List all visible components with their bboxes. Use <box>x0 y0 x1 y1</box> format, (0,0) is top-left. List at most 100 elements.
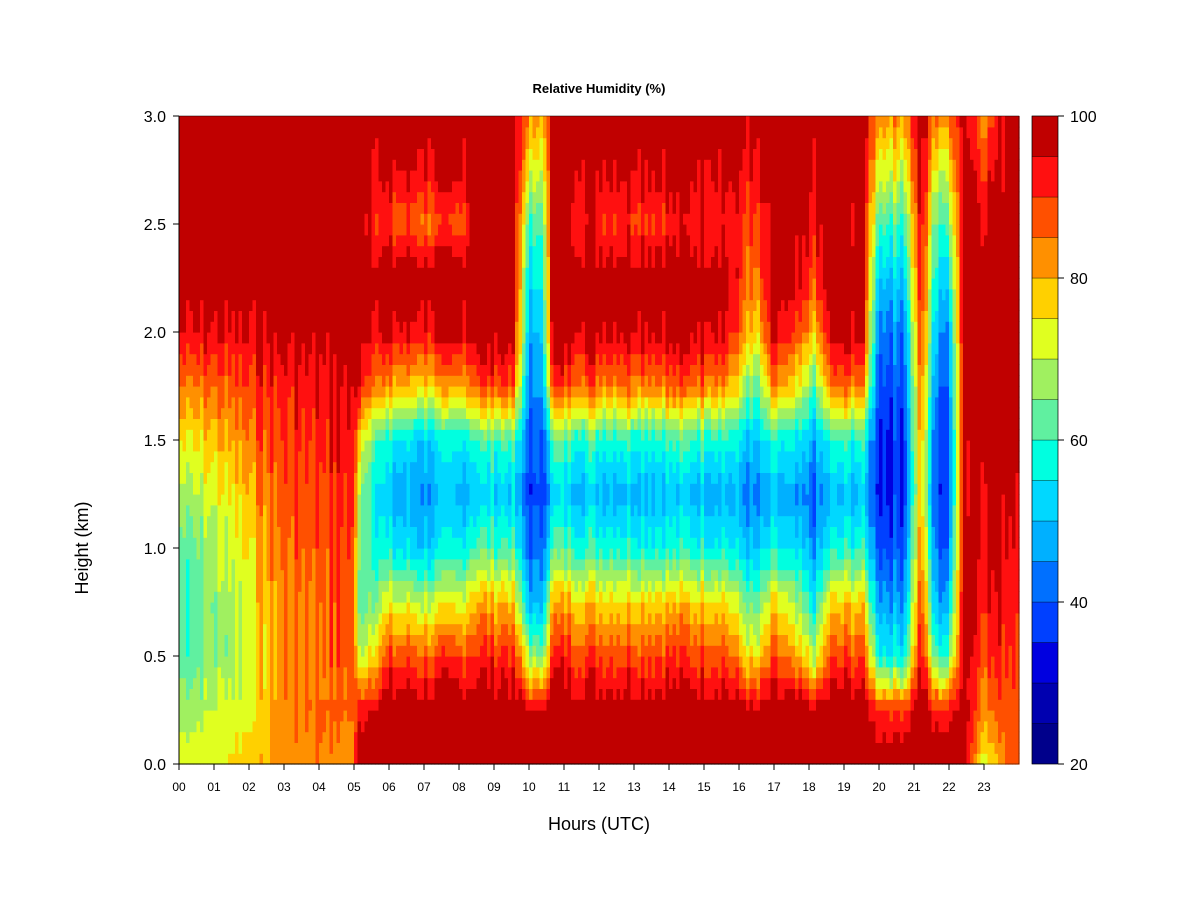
heatmap-cell <box>417 483 422 495</box>
heatmap-cell <box>441 677 446 689</box>
heatmap-cell <box>445 256 450 268</box>
heatmap-cell <box>417 299 422 311</box>
heatmap-cell <box>270 591 275 603</box>
heatmap-cell <box>403 558 408 571</box>
heatmap-cell <box>354 526 359 538</box>
heatmap-cell <box>291 321 296 333</box>
heatmap-cell <box>326 321 331 333</box>
heatmap-cell <box>221 418 226 430</box>
heatmap-cell <box>438 213 443 225</box>
heatmap-cell <box>249 137 254 149</box>
heatmap-cell <box>294 321 299 333</box>
heatmap-cell <box>291 278 296 290</box>
heatmap-cell <box>340 310 345 322</box>
heatmap-cell <box>403 666 408 679</box>
heatmap-cell <box>336 148 341 160</box>
heatmap-cell <box>301 267 306 279</box>
heatmap-cell <box>312 429 317 441</box>
heatmap-cell <box>448 537 453 549</box>
heatmap-cell <box>287 202 292 214</box>
heatmap-cell <box>298 753 303 765</box>
heatmap-cell <box>378 548 383 560</box>
heatmap-cell <box>305 634 310 646</box>
heatmap-cell <box>434 656 439 668</box>
heatmap-cell <box>245 159 250 171</box>
heatmap-cell <box>312 278 317 290</box>
heatmap-cell <box>308 720 313 733</box>
heatmap-cell <box>441 310 446 322</box>
heatmap-cell <box>438 332 443 344</box>
heatmap-cell <box>441 720 446 733</box>
heatmap-cell <box>445 461 450 473</box>
heatmap-cell <box>182 558 187 571</box>
heatmap-cell <box>224 623 229 635</box>
heatmap-cell <box>238 299 243 311</box>
heatmap-cell <box>305 548 310 560</box>
heatmap-cell <box>301 116 306 128</box>
heatmap-cell <box>417 353 422 365</box>
heatmap-cell <box>221 504 226 517</box>
heatmap-cell <box>266 364 271 376</box>
heatmap-cell <box>417 472 422 484</box>
heatmap-cell <box>200 450 205 463</box>
heatmap-cell <box>347 753 352 765</box>
heatmap-cell <box>242 623 247 635</box>
heatmap-cell <box>350 386 355 398</box>
heatmap-cell <box>343 569 348 581</box>
heatmap-cell <box>326 213 331 225</box>
heatmap-cell <box>354 699 359 711</box>
heatmap-cell <box>245 450 250 463</box>
heatmap-cell <box>350 429 355 441</box>
heatmap-cell <box>179 321 184 333</box>
heatmap-cell <box>315 645 320 657</box>
heatmap-cell <box>350 299 355 311</box>
heatmap-cell <box>357 332 362 344</box>
heatmap-cell <box>462 245 467 257</box>
heatmap-cell <box>298 558 303 571</box>
heatmap-cell <box>340 569 345 581</box>
heatmap-cell <box>427 170 432 182</box>
heatmap-cell <box>385 634 390 646</box>
heatmap-cell <box>336 742 341 754</box>
heatmap-cell <box>193 429 198 441</box>
heatmap-cell <box>396 612 401 625</box>
heatmap-cell <box>326 170 331 182</box>
heatmap-cell <box>322 623 327 635</box>
heatmap-cell <box>410 321 415 333</box>
heatmap-cell <box>375 429 380 441</box>
heatmap-cell <box>298 483 303 495</box>
heatmap-cell <box>235 364 240 376</box>
heatmap-cell <box>305 677 310 689</box>
heatmap-cell <box>179 602 184 614</box>
heatmap-cell <box>284 353 289 365</box>
heatmap-cell <box>182 332 187 344</box>
heatmap-cell <box>284 440 289 452</box>
heatmap-cell <box>427 245 432 257</box>
heatmap-cell <box>231 234 236 247</box>
heatmap-cell <box>378 375 383 387</box>
heatmap-cell <box>434 440 439 452</box>
heatmap-cell <box>347 202 352 214</box>
heatmap-cell <box>214 407 219 419</box>
heatmap-cell <box>427 580 432 592</box>
heatmap-cell <box>249 191 254 203</box>
heatmap-cell <box>200 677 205 689</box>
heatmap-cell <box>210 342 215 355</box>
heatmap-cell <box>224 310 229 322</box>
heatmap-cell <box>193 407 198 419</box>
heatmap-cell <box>417 612 422 625</box>
heatmap-cell <box>238 180 243 193</box>
heatmap-cell <box>259 504 264 517</box>
heatmap-cell <box>403 450 408 463</box>
heatmap-cell <box>417 202 422 214</box>
heatmap-cell <box>280 591 285 603</box>
heatmap-cell <box>434 677 439 689</box>
heatmap-cell <box>245 753 250 765</box>
heatmap-cell <box>417 288 422 301</box>
heatmap-cell <box>357 299 362 311</box>
heatmap-cell <box>263 731 268 743</box>
heatmap-cell <box>291 504 296 517</box>
heatmap-cell <box>249 116 254 128</box>
heatmap-cell <box>207 429 212 441</box>
heatmap-cell <box>333 537 338 549</box>
